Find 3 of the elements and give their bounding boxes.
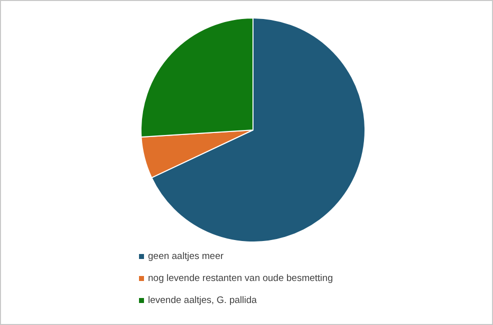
legend-label: geen aaltjes meer: [148, 251, 224, 262]
legend-label: nog levende restanten van oude besmetting: [148, 273, 333, 284]
legend-label: levende aaltjes, G. pallida: [148, 295, 257, 306]
